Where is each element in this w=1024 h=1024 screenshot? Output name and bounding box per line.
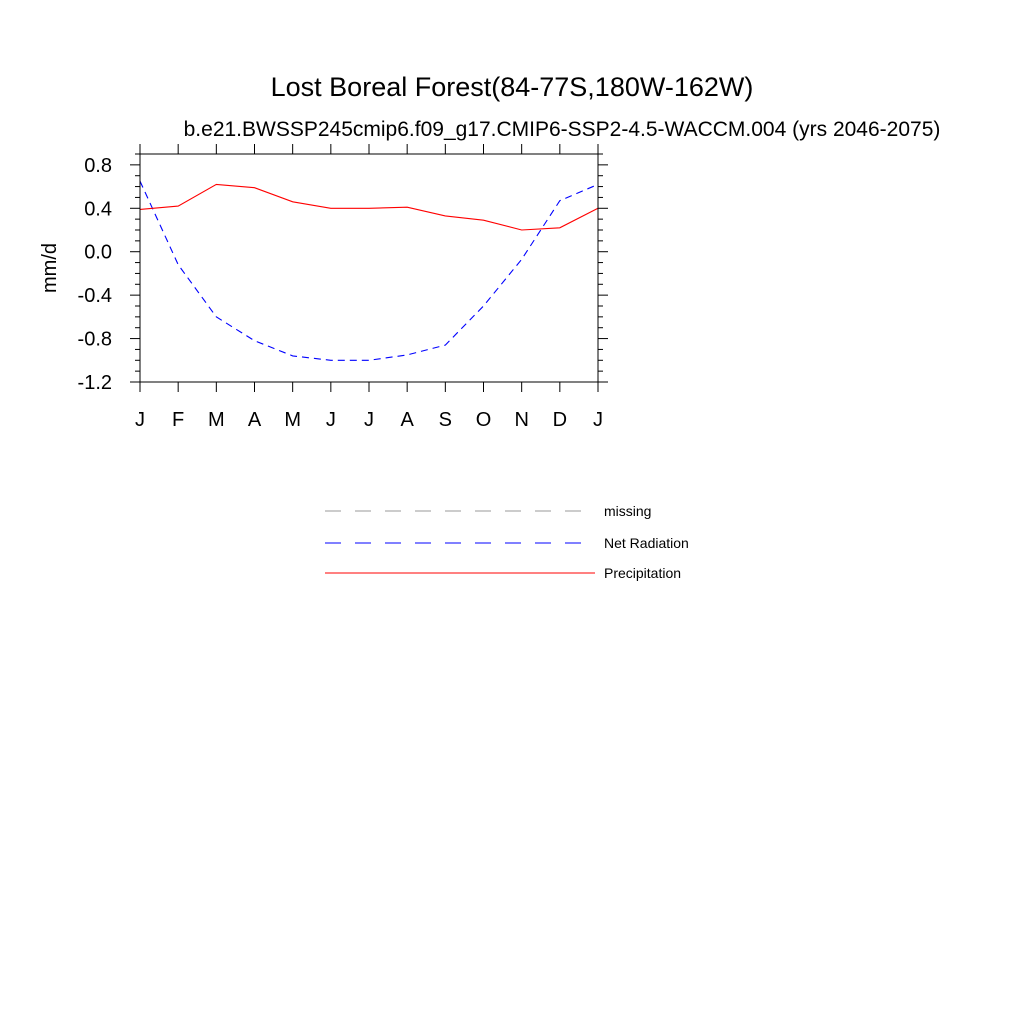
x-tick-label: N [514,409,528,431]
x-tick-label: A [400,409,414,431]
series-layer [139,180,599,361]
x-tick-label: S [439,409,452,431]
x-tick-label: J [364,409,374,431]
x-tick-label: O [476,409,492,431]
x-tick-label: J [326,409,336,431]
plot-frame [139,153,599,383]
x-tick-label: J [593,409,603,431]
series-line-1 [139,183,599,231]
legend: missing Net Radiation Precipitation [325,503,689,581]
x-tick-label: M [208,409,225,431]
y-tick-label: -0.8 [78,329,112,351]
legend-label-1: Net Radiation [604,535,689,551]
ticks-layer: J F M A M J J A S O N D J0.80.40.0-0.4-0.8-1.2 [78,144,608,431]
legend-label-2: Precipitation [604,565,681,581]
y-tick-label: 0.8 [84,155,112,177]
x-tick-label: J [135,409,145,431]
x-tick-label: D [553,409,567,431]
y-tick-label: -1.2 [78,372,112,394]
y-tick-label: 0.4 [84,198,112,220]
chart-subtitle: b.e21.BWSSP245cmip6.f09_g17.CMIP6-SSP2-4… [184,118,941,141]
series-line-0 [139,180,599,361]
chart-title: Lost Boreal Forest(84-77S,180W-162W) [271,72,754,102]
x-tick-label: M [284,409,301,431]
x-tick-label: A [248,409,262,431]
y-tick-label: -0.4 [78,285,112,307]
legend-label-0: missing [604,503,651,519]
y-tick-label: 0.0 [84,242,112,264]
x-tick-label: F [172,409,184,431]
y-axis-label: mm/d [39,243,61,293]
